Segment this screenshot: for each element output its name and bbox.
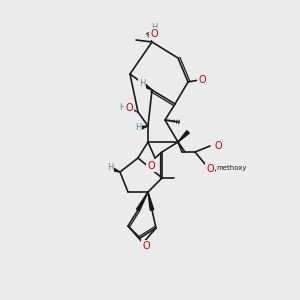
Text: O: O <box>150 29 158 39</box>
Text: H: H <box>107 164 113 172</box>
Polygon shape <box>143 83 152 90</box>
Text: O: O <box>198 75 206 85</box>
Polygon shape <box>148 192 154 210</box>
Text: H: H <box>151 23 157 32</box>
Polygon shape <box>111 167 120 172</box>
Text: O: O <box>214 141 222 151</box>
Text: O: O <box>147 161 155 171</box>
Polygon shape <box>140 126 148 130</box>
Text: H: H <box>119 103 125 112</box>
Polygon shape <box>178 131 189 142</box>
Text: H: H <box>139 80 145 88</box>
Polygon shape <box>136 192 148 211</box>
Text: O: O <box>125 103 133 113</box>
Text: O: O <box>142 241 150 251</box>
Text: O: O <box>206 164 214 174</box>
Text: H: H <box>135 124 141 133</box>
Text: methoxy: methoxy <box>217 165 247 171</box>
